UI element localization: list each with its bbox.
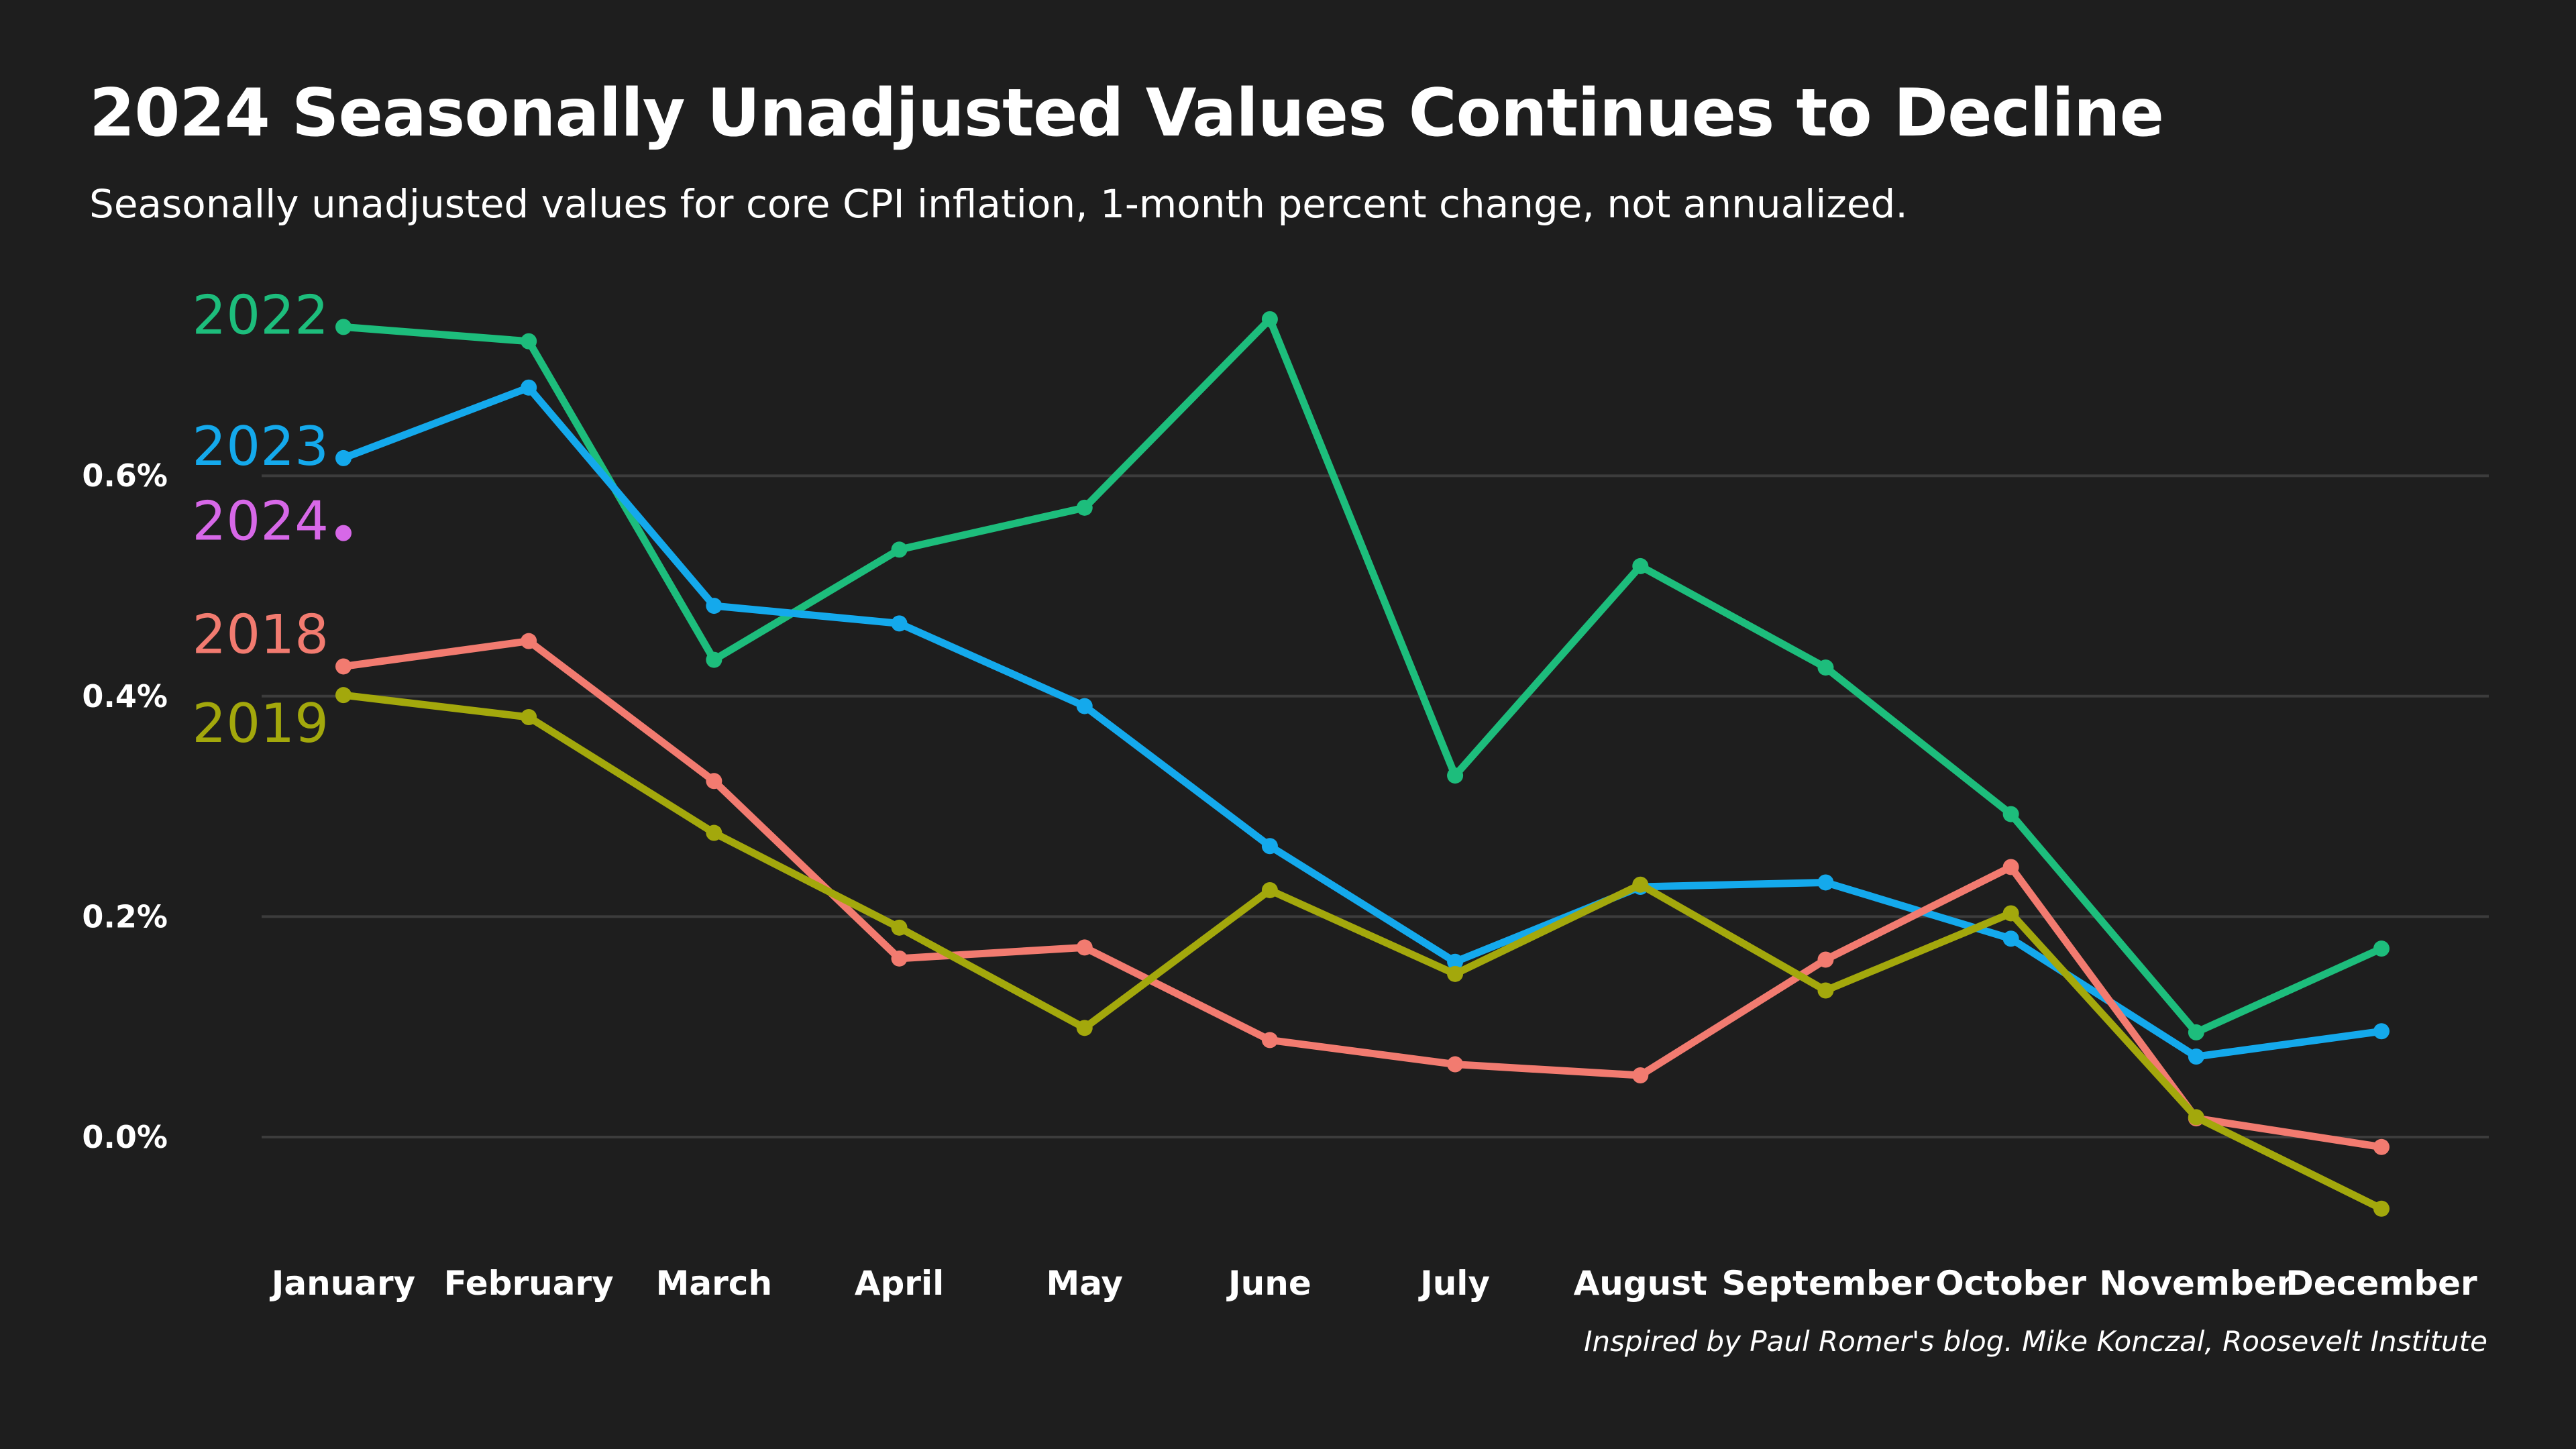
series-label-2018: 2018 [192,603,329,665]
series-label-2023: 2023 [192,415,329,478]
data-point [335,449,352,466]
data-point [1817,874,1834,891]
series-line-2022 [339,315,2385,1036]
x-tick-label: December [2286,1264,2477,1303]
x-tick-label: February [444,1264,614,1303]
data-point [335,525,352,541]
series-line-2023 [339,384,2385,1061]
data-point [2188,1049,2204,1065]
data-point [1632,557,1649,574]
data-point [2188,1109,2204,1126]
data-point [2373,1138,2390,1155]
x-tick-label: May [1046,1264,1123,1303]
data-point [521,333,537,350]
data-point [2002,806,2019,822]
data-point [1261,1032,1278,1049]
data-point [706,824,722,841]
y-tick-label: 0.6% [82,458,168,494]
data-point [2188,1024,2204,1040]
x-tick-label: March [656,1264,772,1303]
data-point [1817,659,1834,676]
data-point [335,687,352,704]
chart-subtitle: Seasonally unadjusted values for core CP… [89,181,1908,227]
data-point [706,598,722,614]
data-point [1447,953,1464,970]
data-point [2373,1023,2390,1040]
y-tick-label: 0.2% [82,898,168,934]
data-point [1261,838,1278,855]
data-point [521,633,537,649]
data-point [521,379,537,396]
y-tick-label: 0.0% [82,1119,168,1155]
x-tick-label: September [1721,1264,1929,1303]
data-point [706,773,722,790]
x-tick-label: October [1935,1264,2086,1303]
data-point [891,541,908,558]
data-point [1076,939,1093,956]
data-point [1632,876,1649,893]
series-label-2022: 2022 [192,284,329,346]
series-line-2018 [339,637,2385,1151]
source-caption: Inspired by Paul Romer's blog. Mike Konc… [1584,1325,2487,1358]
x-tick-label: January [270,1264,416,1303]
data-point [1076,698,1093,714]
data-point [1261,311,1278,327]
x-tick-label: April [855,1264,944,1303]
data-point [2373,1200,2390,1217]
x-tick-label: July [1418,1264,1490,1303]
data-point [2002,859,2019,875]
data-point [706,651,722,668]
data-point [891,950,908,967]
series-2024 [335,525,352,541]
data-point [1632,1067,1649,1083]
series-line-2019 [339,691,2385,1213]
x-axis-ticks: January February March April May June July Augu… [270,1264,2477,1303]
series-labels: 2022 2023 2024 2018 2019 [192,284,329,755]
data-point [2373,941,2390,957]
data-point [1447,767,1464,784]
data-point [335,658,352,675]
data-point [2002,930,2019,947]
data-point [2002,905,2019,922]
data-point [1261,881,1278,898]
x-tick-label: August [1574,1264,1707,1303]
gridlines [262,474,2489,1138]
data-point [1817,982,1834,999]
data-point [891,919,908,936]
data-point [1447,965,1464,982]
x-tick-label: November [2099,1264,2294,1303]
series-lines [335,311,2390,1217]
series-2022 [335,311,2390,1040]
y-tick-label: 0.4% [82,678,168,714]
series-label-2019: 2019 [192,692,329,755]
data-point [335,319,352,335]
data-point [1076,499,1093,516]
data-point [891,615,908,632]
data-point [1076,1020,1093,1036]
y-axis-ticks: 0.0% 0.2% 0.4% 0.6% [82,458,168,1155]
data-point [1447,1056,1464,1073]
chart-title: 2024 Seasonally Unadjusted Values Contin… [89,75,2164,152]
data-point [521,709,537,726]
x-tick-label: June [1226,1264,1311,1303]
series-2019 [335,687,2390,1217]
series-label-2024: 2024 [192,490,329,553]
data-point [1817,951,1834,968]
